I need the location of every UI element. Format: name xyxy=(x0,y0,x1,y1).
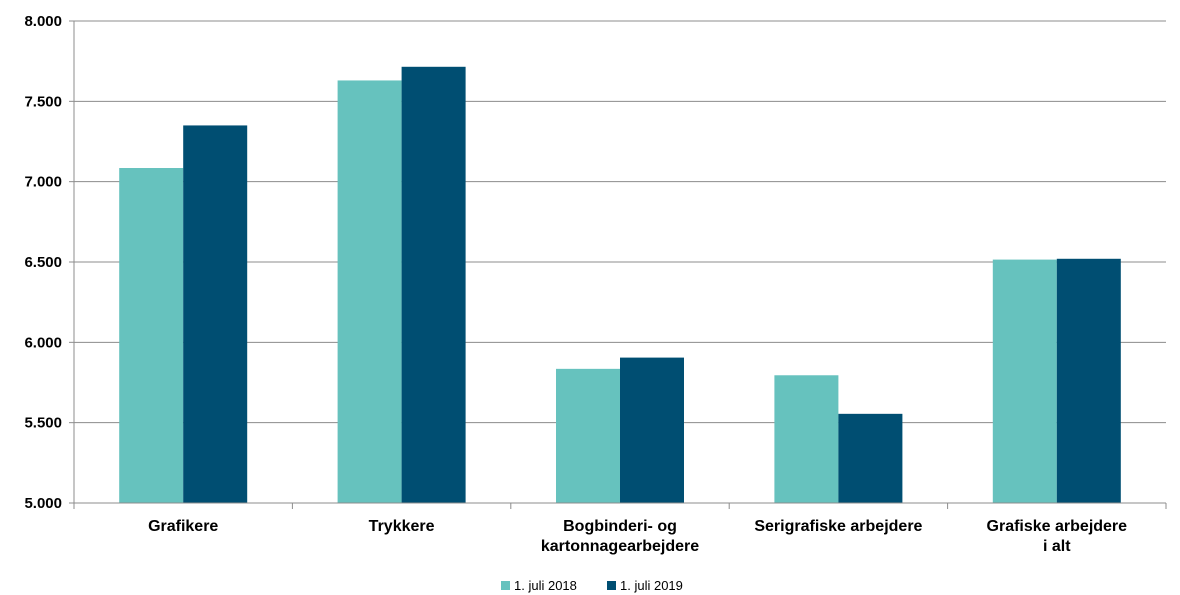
bar xyxy=(774,375,838,503)
bar xyxy=(1057,259,1121,503)
bar xyxy=(183,125,247,503)
y-tick-label: 5.000 xyxy=(24,495,62,512)
y-tick-label: 6.500 xyxy=(24,254,62,271)
bar xyxy=(993,260,1057,503)
x-category-label: Bogbinderi- og xyxy=(563,518,677,535)
y-tick-label: 7.500 xyxy=(24,93,62,110)
bar xyxy=(338,80,402,503)
bar xyxy=(402,67,466,503)
y-tick-label: 8.000 xyxy=(24,13,62,30)
x-category-label: Trykkere xyxy=(369,518,435,535)
x-category-label: Grafiske arbejdere xyxy=(987,518,1128,535)
x-category-label: kartonnagearbejdere xyxy=(541,538,699,555)
legend-swatch xyxy=(607,581,616,590)
y-tick-label: 5.500 xyxy=(24,415,62,432)
bar xyxy=(838,414,902,503)
bar xyxy=(119,168,183,503)
legend-label: 1. juli 2019 xyxy=(620,578,683,593)
bars xyxy=(119,67,1121,503)
legend-label: 1. juli 2018 xyxy=(514,578,577,593)
y-tick-label: 7.000 xyxy=(24,174,62,191)
y-tick-label: 6.000 xyxy=(24,334,62,351)
y-axis-tick-labels: 5.000 5.500 6.000 6.500 7.000 7.500 8.000 xyxy=(24,13,62,512)
x-category-label: i alt xyxy=(1043,538,1071,555)
x-axis-category-labels: Grafikere Trykkere Bogbinderi- og kartonnag… xyxy=(148,518,1127,555)
legend-swatch xyxy=(501,581,510,590)
bar xyxy=(556,369,620,503)
x-category-label: Grafikere xyxy=(148,518,218,535)
bar xyxy=(620,358,684,503)
legend: 1. juli 2018 1. juli 2019 xyxy=(501,578,683,593)
x-category-label: Serigrafiske arbejdere xyxy=(754,518,922,535)
